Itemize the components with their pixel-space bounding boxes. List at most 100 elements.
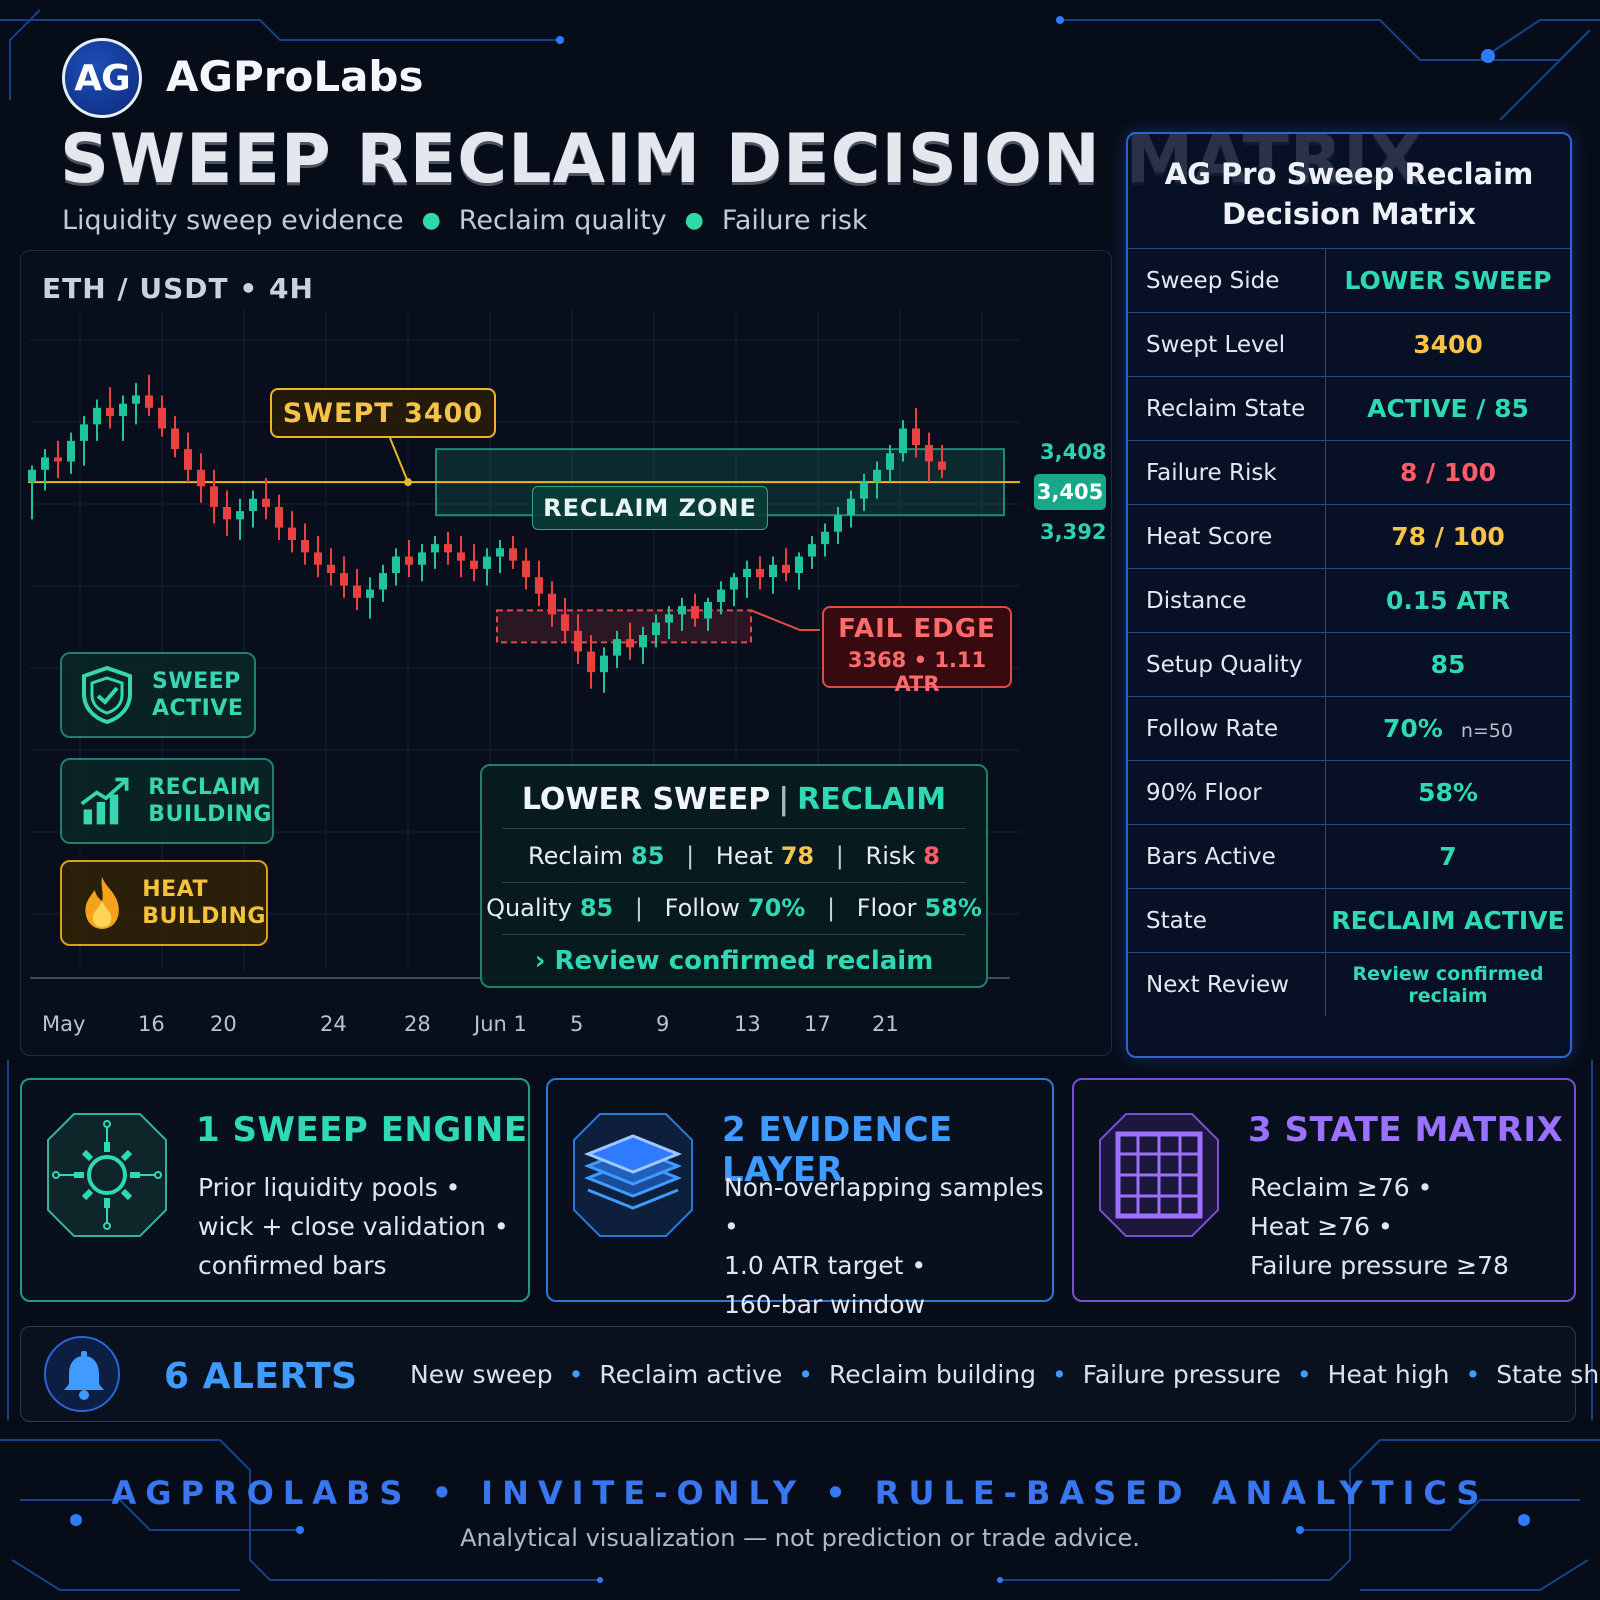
alert-item[interactable]: Reclaim active [599,1360,783,1389]
x-tick-label: 13 [734,1012,761,1036]
candle-body [899,428,907,454]
matrix-row-value: 0.15 ATR [1326,586,1570,615]
candle-body [184,449,192,470]
candle-body [782,564,790,574]
candle-body [561,614,569,631]
fail-edge-title: FAIL EDGE [838,614,996,644]
matrix-row-label: Setup Quality [1128,633,1326,696]
matrix-row-label: Failure Risk [1128,441,1326,504]
step-line: 1.0 ATR target • [724,1251,927,1280]
heat-building-badge: HEAT BUILDING [60,860,268,946]
x-tick-label: 9 [656,1012,670,1036]
matrix-row-value: 85 [1326,650,1570,679]
candle-body [873,469,881,483]
matrix-value-text: 58% [1418,778,1478,807]
candle-body [288,527,296,540]
candle-body [743,568,751,578]
heat-label: Heat [715,842,773,870]
step-line: Failure pressure ≥78 [1250,1251,1509,1280]
candle-body [379,573,387,590]
alerts-bell-button[interactable] [44,1336,120,1412]
candle-body [847,498,855,516]
alert-item[interactable]: Failure pressure [1082,1360,1281,1389]
candle-body [431,544,439,553]
step-title: 3 STATE MATRIX [1248,1110,1564,1150]
divider [502,828,966,829]
candle-body [158,407,166,429]
candle-body [366,589,374,598]
matrix-row-value: 78 / 100 [1326,522,1570,551]
candle-body [80,424,88,441]
candle-body [444,544,452,553]
matrix-value-text: 0.15 ATR [1385,586,1511,615]
gear-circuit-icon [47,1113,167,1237]
candle-body [405,556,413,565]
matrix-row-label: Reclaim State [1128,377,1326,440]
alerts-strip [20,1326,1576,1422]
matrix-row: Bars Active 7 [1128,824,1570,888]
fail-edge-connector [750,609,820,631]
matrix-row-label: Next Review [1128,953,1326,1016]
bullet-icon: • [568,1360,584,1389]
matrix-row: Failure Risk 8 / 100 [1128,440,1570,504]
candle-body [470,560,478,569]
candle-body [626,639,634,648]
badge-line: RECLAIM [148,775,261,800]
matrix-row-value: RECLAIM ACTIVE [1326,906,1570,935]
candlestick-chart [28,310,1020,979]
separator: | [835,842,844,870]
alert-item[interactable]: Reclaim building [828,1360,1036,1389]
review-link[interactable]: › Review confirmed reclaim [534,946,934,976]
candle-body [93,407,101,425]
x-tick-label: 24 [320,1012,347,1036]
bullet-icon: • [1296,1360,1312,1389]
fail-edge-zone [496,609,752,644]
matrix-title-line: AG Pro Sweep Reclaim [1164,157,1534,191]
step-line: wick + close validation • [198,1212,509,1241]
risk-label: Risk [865,842,916,870]
matrix-row: Reclaim State ACTIVE / 85 [1128,376,1570,440]
candle-body [522,560,530,578]
matrix-row-label: Follow Rate [1128,697,1326,760]
chart-pair-label: ETH / USDT • 4H [42,272,314,305]
alert-item[interactable]: State shift [1496,1360,1600,1389]
candle-body [860,482,868,499]
matrix-row-value: ACTIVE / 85 [1326,394,1570,423]
candle-body [652,622,660,635]
badge-line: BUILDING [142,904,266,929]
candle-body [717,589,725,602]
candle-body [912,428,920,445]
candle-body [704,601,712,619]
reclaim-value: 85 [631,842,665,870]
step-card-evidence-layer: 2 EVIDENCE LAYER Non-overlapping samples… [546,1078,1054,1319]
candle-body [132,395,140,404]
candle-body [600,655,608,673]
matrix-row: 90% Floor 58% [1128,760,1570,824]
candle-body [67,440,75,462]
candle-body [886,453,894,470]
badge-line: SWEEP [152,669,241,694]
candle-body [223,506,231,520]
matrix-row-label: Distance [1128,569,1326,632]
follow-value: 70% [747,894,806,922]
step-line: 160-bar window [724,1290,926,1319]
badge-line: HEAT [142,877,208,902]
matrix-row-label: 90% Floor [1128,761,1326,824]
heat-value: 78 [780,842,815,870]
candle-body [678,606,686,615]
sweep-summary-card: LOWER SWEEP | RECLAIM Reclaim 85 | Heat 78 |… [480,764,988,988]
x-tick-label: 16 [138,1012,165,1036]
candle-body [314,552,322,565]
matrix-title-line: Decision Matrix [1222,197,1476,231]
candle-body [262,498,270,507]
candle-body [769,564,777,578]
alert-item[interactable]: New sweep [410,1360,553,1389]
matrix-row-label: Heat Score [1128,505,1326,568]
candle-body [535,577,543,594]
badge-line: ACTIVE [152,696,244,721]
alert-item[interactable]: Heat high [1327,1360,1450,1389]
matrix-value-text: ACTIVE / 85 [1367,394,1529,423]
fail-edge-callout: FAIL EDGE 3368 • 1.11 ATR [822,606,1012,696]
floor-label: Floor [856,894,917,922]
swept-level-callout: SWEPT 3400 [270,388,496,438]
